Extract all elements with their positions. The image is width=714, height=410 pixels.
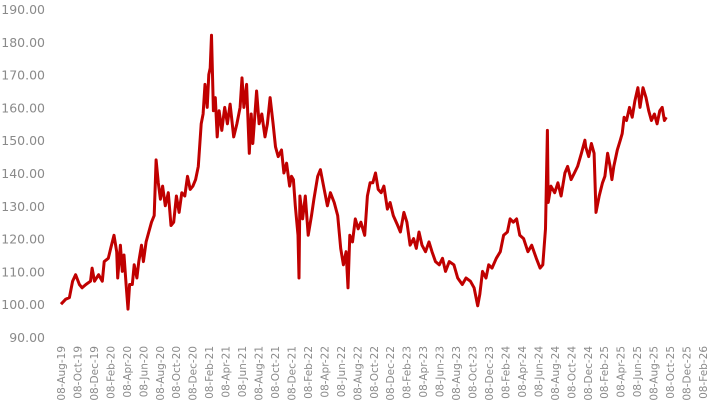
x-tick-label: 08-Jun-25 [632, 346, 644, 397]
x-tick-label: 08-Aug-21 [254, 346, 266, 401]
x-tick-label: 08-Aug-25 [649, 346, 661, 401]
y-tick-label: 190.00 [1, 2, 45, 17]
x-tick-label: 08-Oct-20 [171, 346, 183, 399]
y-tick-label: 170.00 [1, 68, 45, 83]
x-tick-label: 08-Oct-25 [665, 346, 677, 399]
y-tick-label: 100.00 [1, 297, 45, 312]
x-tick-label: 08-Apr-23 [418, 346, 430, 398]
x-tick-label: 08-Apr-20 [122, 346, 134, 398]
x-tick-label: 08-Apr-24 [517, 346, 529, 398]
x-tick-label: 08-Jun-20 [138, 346, 150, 397]
x-tick-label: 08-Aug-24 [550, 346, 562, 401]
x-tick-label: 08-Oct-22 [369, 346, 381, 399]
x-tick-label: 08-Dec-19 [89, 346, 101, 401]
x-tick-label: 08-Dec-20 [188, 346, 200, 401]
x-tick-label: 08-Feb-24 [500, 346, 512, 399]
x-tick-label: 08-Feb-22 [303, 346, 315, 399]
x-tick-label: 08-Aug-19 [56, 346, 68, 401]
y-tick-label: 140.00 [1, 166, 45, 181]
x-tick-label: 08-Dec-25 [682, 346, 694, 401]
x-tick-label: 08-Dec-24 [583, 346, 595, 401]
x-tick-label: 08-Apr-21 [221, 346, 233, 398]
y-tick-label: 180.00 [1, 35, 45, 50]
y-tick-label: 150.00 [1, 133, 45, 148]
y-tick-label: 120.00 [1, 232, 45, 247]
x-axis-ticks: 08-Aug-19 08-Oct-19 08-Dec-19 08-Feb-20 08-A… [56, 346, 710, 401]
x-tick-label: 08-Aug-20 [155, 346, 167, 401]
x-tick-label: 08-Oct-24 [566, 346, 578, 399]
x-tick-label: 08-Dec-21 [286, 346, 298, 401]
x-tick-label: 08-Oct-23 [468, 346, 480, 399]
y-tick-label: 110.00 [1, 264, 45, 279]
x-tick-label: 08-Jun-23 [435, 346, 447, 397]
x-tick-label: 08-Feb-26 [698, 346, 710, 399]
x-tick-label: 08-Aug-22 [352, 346, 364, 401]
x-tick-label: 08-Apr-22 [319, 346, 331, 398]
x-tick-label: 08-Feb-20 [105, 346, 117, 399]
x-tick-label: 08-Dec-22 [385, 346, 397, 401]
y-tick-label: 160.00 [1, 100, 45, 115]
y-tick-label: 90.00 [9, 330, 45, 345]
x-tick-label: 08-Oct-19 [72, 346, 84, 399]
x-tick-label: 08-Apr-25 [616, 346, 628, 398]
x-tick-label: 08-Jun-24 [533, 346, 545, 398]
x-tick-label: 08-Jun-21 [237, 346, 249, 397]
x-tick-label: 08-Oct-21 [270, 346, 282, 399]
x-tick-label: 08-Jun-22 [336, 346, 348, 397]
series-line [59, 33, 668, 311]
x-tick-label: 08-Feb-25 [599, 346, 611, 399]
x-tick-label: 08-Feb-21 [204, 346, 216, 399]
y-axis-ticks: 90.00 100.00 110.00 120.00 130.00 140.00 150.0… [1, 2, 45, 345]
y-tick-label: 130.00 [1, 199, 45, 214]
x-tick-label: 08-Aug-23 [451, 346, 463, 401]
x-tick-label: 08-Dec-23 [484, 346, 496, 401]
x-tick-label: 08-Feb-23 [402, 346, 414, 399]
